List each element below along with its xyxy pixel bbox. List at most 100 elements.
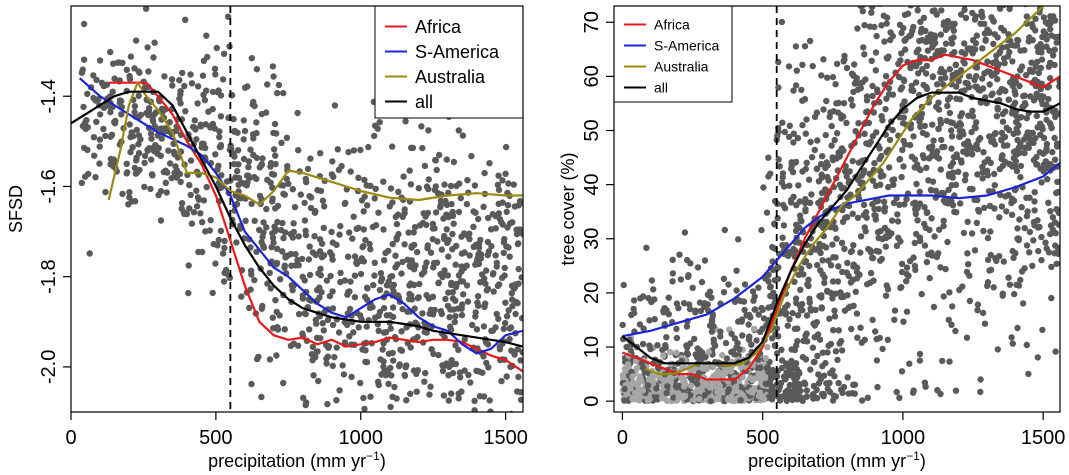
scatter-point — [187, 191, 194, 199]
scatter-point — [80, 144, 88, 152]
scatter-point — [911, 239, 918, 247]
scatter-point — [877, 227, 884, 235]
scatter-point — [1031, 198, 1038, 205]
scatter-point — [253, 129, 260, 137]
scatter-point — [187, 71, 194, 78]
scatter-point — [1003, 124, 1010, 131]
scatter-point — [916, 37, 923, 45]
scatter-point — [1054, 33, 1060, 40]
scatter-point — [629, 373, 636, 380]
scatter-point — [463, 282, 471, 289]
scatter-point — [861, 130, 868, 137]
scatter-point — [801, 379, 808, 386]
scatter-point — [179, 69, 186, 77]
scatter-point — [969, 9, 976, 17]
scatter-point — [185, 289, 192, 297]
scatter-point — [1051, 219, 1059, 226]
scatter-point — [389, 304, 397, 311]
scatter-point — [466, 252, 473, 259]
scatter-point — [1011, 99, 1019, 107]
scatter-point — [445, 372, 452, 379]
scatter-point — [853, 74, 860, 82]
scatter-point — [280, 89, 287, 97]
scatter-point — [853, 268, 861, 276]
scatter-point — [759, 306, 766, 313]
scatter-point — [901, 201, 908, 208]
scatter-point — [873, 32, 880, 40]
scatter-point — [345, 148, 352, 156]
scatter-point — [318, 240, 326, 247]
scatter-point — [231, 128, 238, 135]
scatter-point — [1014, 324, 1021, 332]
scatter-point — [806, 37, 814, 45]
scatter-point — [344, 414, 350, 420]
scatter-point — [496, 216, 504, 223]
scatter-point — [751, 293, 758, 300]
scatter-point — [209, 105, 216, 113]
scatter-point — [96, 160, 103, 167]
scatter-point — [151, 147, 158, 155]
scatter-point — [297, 191, 304, 198]
scatter-point — [899, 146, 906, 154]
scatter-point — [998, 203, 1006, 210]
scatter-point — [1017, 162, 1025, 170]
scatter-point — [701, 303, 708, 310]
scatter-point — [1026, 228, 1034, 236]
scatter-point — [238, 179, 245, 186]
scatter-point — [215, 87, 222, 94]
scatter-point — [150, 54, 157, 61]
scatter-point — [805, 282, 812, 290]
scatter-point — [259, 302, 266, 310]
scatter-point — [956, 133, 963, 141]
scatter-point — [869, 0, 875, 4]
scatter-point — [627, 385, 634, 392]
scatter-point — [639, 340, 647, 348]
scatter-point — [945, 316, 952, 324]
scatter-point — [426, 391, 433, 398]
scatter-point — [1034, 224, 1042, 231]
scatter-point — [486, 160, 493, 167]
scatter-point — [1032, 15, 1039, 22]
scatter-point — [468, 152, 475, 160]
scatter-point — [705, 348, 712, 356]
scatter-point — [519, 349, 523, 356]
scatter-point — [675, 394, 682, 402]
scatter-point — [937, 31, 945, 38]
scatter-point — [495, 172, 502, 179]
scatter-point — [173, 127, 180, 134]
scatter-point — [403, 397, 410, 404]
scatter-point — [662, 342, 669, 349]
scatter-point — [903, 196, 910, 203]
scatter-point — [119, 190, 126, 198]
scatter-point — [804, 338, 811, 345]
scatter-point — [505, 307, 512, 314]
scatter-point — [837, 289, 844, 296]
scatter-point — [108, 131, 116, 138]
scatter-point — [1008, 334, 1015, 341]
scatter-point — [452, 261, 459, 268]
scatter-point — [774, 214, 781, 222]
scatter-point — [519, 315, 523, 322]
scatter-point — [880, 12, 887, 19]
scatter-point — [452, 297, 459, 304]
scatter-point — [425, 176, 432, 183]
scatter-point — [377, 270, 385, 277]
scatter-point — [775, 156, 782, 163]
scatter-point — [946, 66, 953, 73]
scatter-point — [464, 232, 471, 240]
legend-label: Australia — [654, 58, 709, 74]
scatter-point — [367, 246, 374, 253]
scatter-point — [211, 65, 219, 73]
scatter-point — [361, 176, 368, 184]
scatter-point — [969, 107, 976, 115]
scatter-point — [306, 326, 313, 333]
scatter-point — [720, 275, 728, 282]
scatter-point — [887, 29, 894, 36]
scatter-point — [405, 229, 412, 236]
scatter-point — [369, 223, 377, 231]
scatter-point — [942, 40, 950, 47]
scatter-point — [791, 376, 798, 383]
scatter-point — [371, 195, 378, 202]
scatter-point — [221, 237, 228, 245]
scatter-point — [760, 396, 768, 403]
